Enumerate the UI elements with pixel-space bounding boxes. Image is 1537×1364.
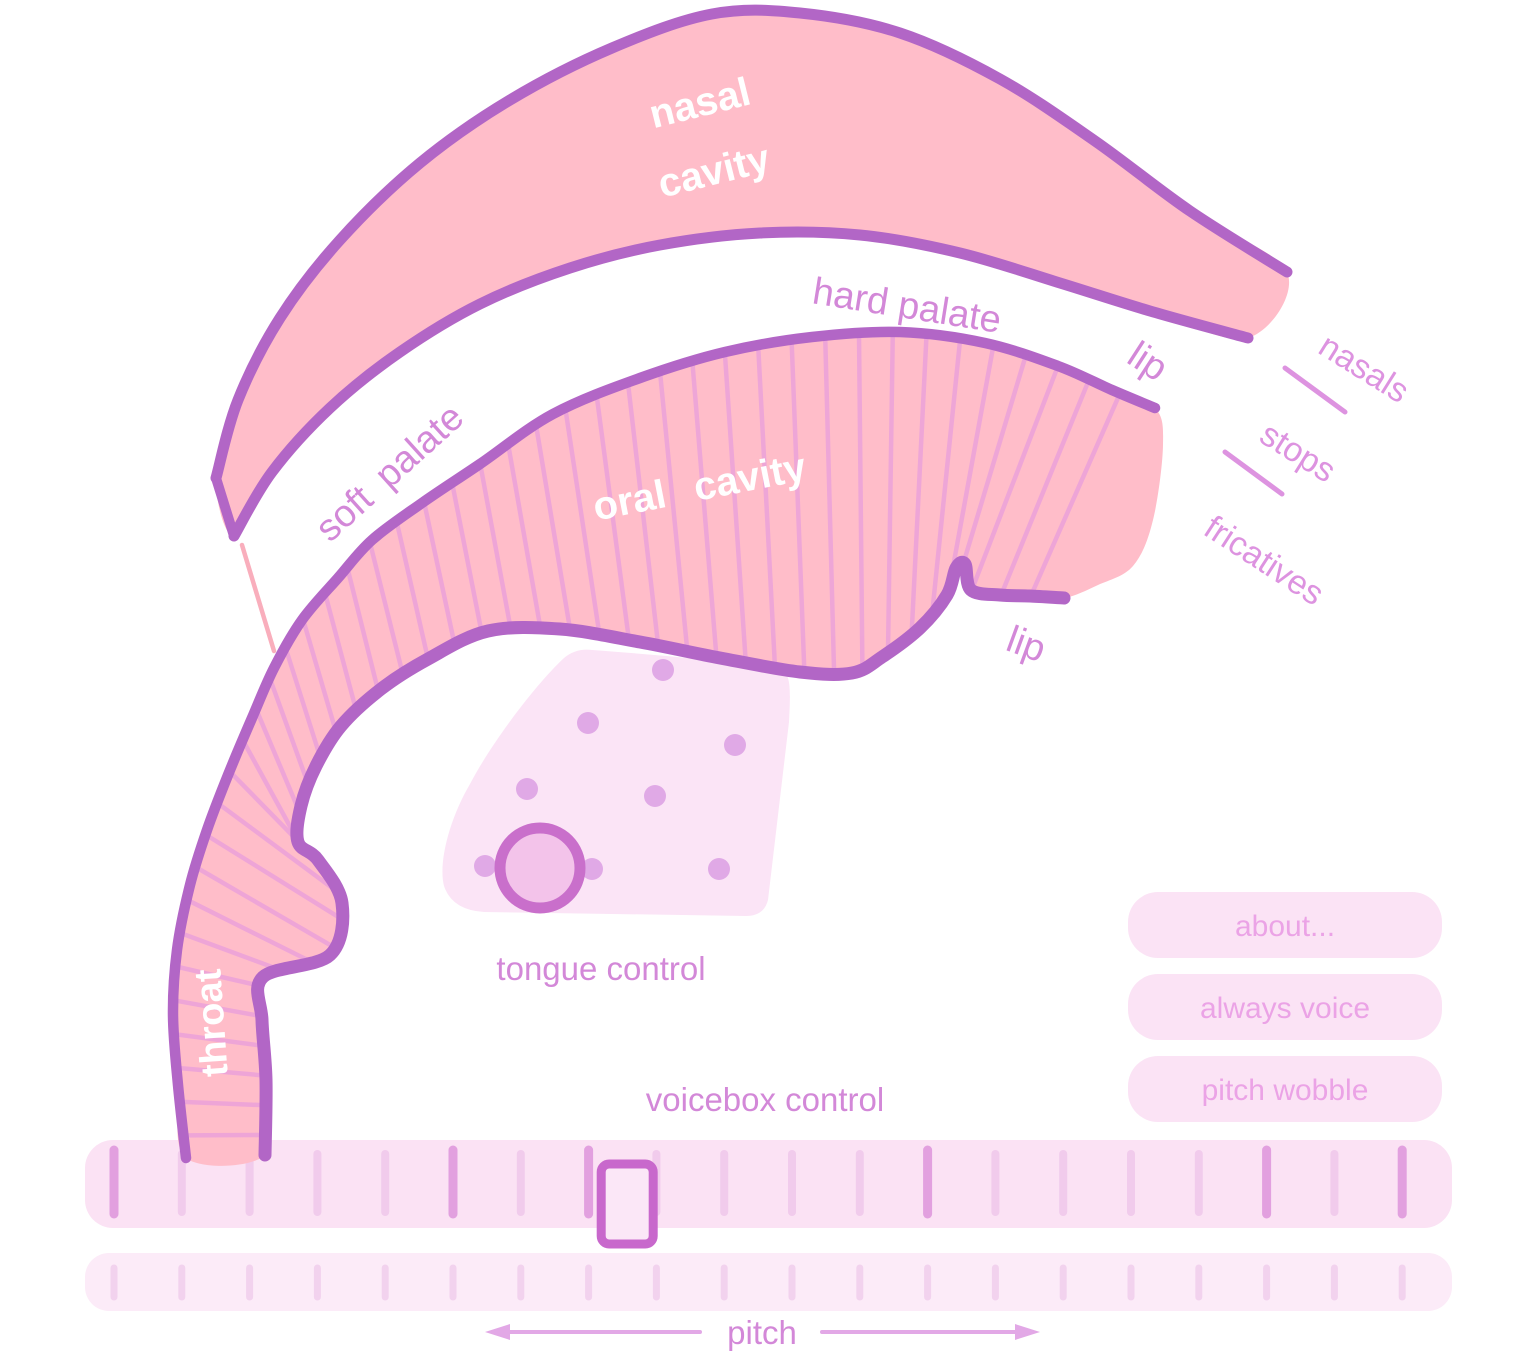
button-panel: about... always voice pitch wobble xyxy=(1128,892,1442,1122)
pitch-label: pitch xyxy=(727,1314,797,1351)
pitch-arrow-right-icon xyxy=(1015,1324,1040,1340)
lower-lip-label: lip xyxy=(1001,618,1051,670)
about-button-label: about... xyxy=(1235,910,1335,943)
nasal-inner-outline xyxy=(228,226,1254,542)
about-button[interactable]: about... xyxy=(1128,892,1442,958)
tongue-range-shape[interactable] xyxy=(442,649,790,916)
tongue-grid-dots xyxy=(474,659,746,880)
pitch-wobble-button-label: pitch wobble xyxy=(1202,1074,1369,1107)
tongue-position-handle[interactable] xyxy=(494,822,586,914)
fricatives-label: fricatives xyxy=(1197,508,1330,613)
pitch-bend-bar[interactable] xyxy=(85,1253,1452,1311)
pitch-wobble-button[interactable]: pitch wobble xyxy=(1128,1056,1442,1122)
vocal-tract-shape[interactable] xyxy=(167,326,1164,1166)
stops-fricatives-divider xyxy=(1222,449,1285,497)
palate-outline xyxy=(167,326,1161,1164)
selected-key-indicator[interactable] xyxy=(596,1159,658,1249)
pitch-legend: pitch xyxy=(485,1314,1040,1351)
voicebox-control-label: voicebox control xyxy=(646,1081,884,1118)
nasals-stops-divider xyxy=(1282,365,1348,415)
stops-label: stops xyxy=(1253,415,1342,490)
always-voice-button-label: always voice xyxy=(1200,992,1370,1025)
keyboard-bar[interactable] xyxy=(85,1140,1452,1228)
tract-striations xyxy=(172,331,1123,1138)
always-voice-button[interactable]: always voice xyxy=(1128,974,1442,1040)
pitch-arrow-left-icon xyxy=(485,1324,510,1340)
nasal-cavity-shape xyxy=(210,4,1293,542)
tongue-outline xyxy=(251,555,1071,1162)
voicebox-keyboard[interactable] xyxy=(85,1140,1452,1249)
velum-line[interactable] xyxy=(239,542,277,654)
tongue-control-area[interactable] xyxy=(442,649,790,916)
upper-lip-label: lip xyxy=(1120,334,1175,390)
nasal-outer-outline xyxy=(210,4,1293,484)
throat-label: throat xyxy=(187,967,236,1078)
pitch-bend-bar-bg[interactable] xyxy=(85,1253,1452,1311)
tongue-control-label: tongue control xyxy=(496,950,705,987)
